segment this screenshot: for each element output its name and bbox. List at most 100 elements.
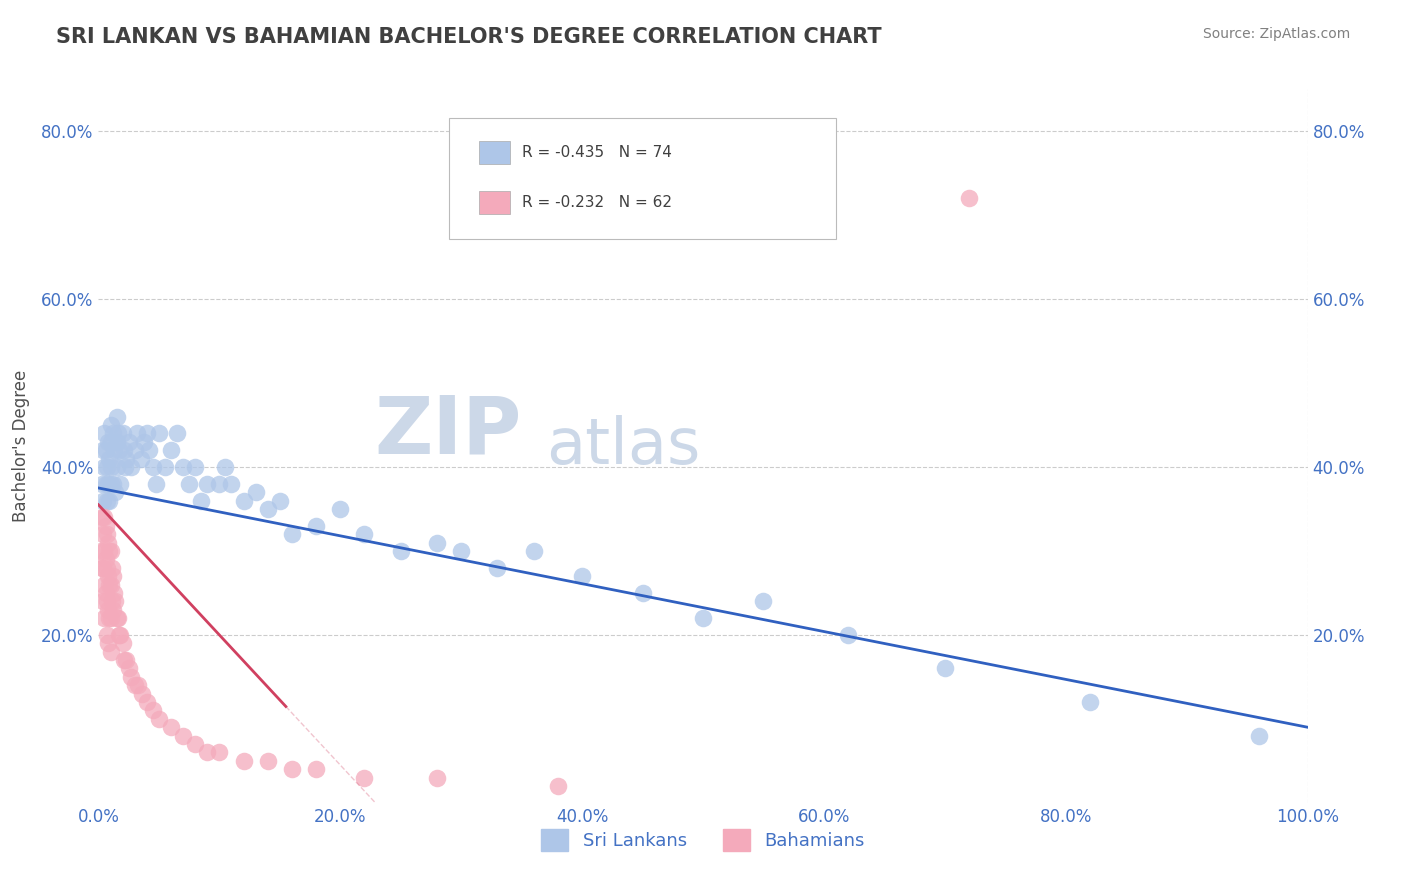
Point [112,443,135,458]
Point [103,443,125,458]
Point [100,476,122,491]
Point [232,493,254,508]
Text: Source: ZipAtlas.com: Source: ZipAtlas.com [1202,27,1350,41]
Point [160,443,183,458]
Point [129,451,152,466]
Point [96,460,118,475]
Point [100,611,122,625]
Point [145,476,167,491]
Point [353,527,375,541]
Point [100,594,122,608]
Point [115,653,138,667]
Point [232,754,254,768]
Point [108,476,131,491]
Point [281,527,304,541]
Y-axis label: Bachelor's Degree: Bachelor's Degree [11,370,30,522]
Point [100,577,122,591]
Point [142,460,165,475]
FancyBboxPatch shape [449,118,837,239]
Point [120,670,142,684]
Point [91,493,114,508]
Point [118,434,141,449]
Point [426,535,449,549]
Point [105,434,128,449]
Bar [479,141,509,164]
Point [195,476,218,491]
Point [135,695,157,709]
Point [91,560,114,574]
Point [108,628,131,642]
Point [752,594,775,608]
Point [103,586,125,600]
Point [100,560,122,574]
Point [148,426,170,441]
Point [450,544,472,558]
Point [486,560,509,574]
Point [93,460,115,475]
Point [94,586,117,600]
Point [100,434,122,449]
Point [179,476,201,491]
Point [426,771,449,785]
Point [138,443,160,458]
Text: R = -0.232   N = 62: R = -0.232 N = 62 [522,195,672,210]
Point [131,687,153,701]
Point [108,628,131,642]
Point [305,762,328,776]
Point [389,544,412,558]
Legend: Sri Lankans, Bahamians: Sri Lankans, Bahamians [534,822,872,858]
Text: atlas: atlas [546,415,700,477]
Point [134,434,156,449]
Point [101,476,124,491]
Point [93,544,115,558]
Point [135,426,157,441]
Point [101,569,124,583]
Point [127,678,149,692]
Point [94,518,117,533]
Point [97,476,120,491]
Point [153,460,176,475]
Point [97,603,120,617]
Point [631,586,654,600]
Point [105,611,128,625]
Bar [479,191,509,214]
Point [107,426,129,441]
Point [97,434,120,449]
Point [97,535,120,549]
Point [100,544,122,558]
Point [98,451,121,466]
Point [124,678,146,692]
Point [98,544,121,558]
Point [190,493,212,508]
Point [114,460,136,475]
Point [184,737,207,751]
Point [148,712,170,726]
Text: ZIP: ZIP [374,392,522,471]
Point [127,426,149,441]
Point [208,746,231,760]
Point [160,720,183,734]
Point [245,485,267,500]
Point [93,611,115,625]
Point [93,510,115,524]
Point [91,594,114,608]
Point [97,636,120,650]
Point [111,426,134,441]
Point [96,493,118,508]
Point [100,460,122,475]
Point [105,409,128,424]
Point [269,493,291,508]
Point [100,645,122,659]
Text: R = -0.435   N = 74: R = -0.435 N = 74 [522,145,672,160]
Point [208,476,231,491]
Point [96,628,118,642]
Point [329,502,352,516]
Point [101,426,124,441]
Point [91,560,114,574]
Point [91,443,114,458]
Point [96,527,118,541]
Point [104,594,127,608]
Point [692,611,714,625]
Point [353,771,375,785]
Text: SRI LANKAN VS BAHAMIAN BACHELOR'S DEGREE CORRELATION CHART: SRI LANKAN VS BAHAMIAN BACHELOR'S DEGREE… [56,27,882,46]
